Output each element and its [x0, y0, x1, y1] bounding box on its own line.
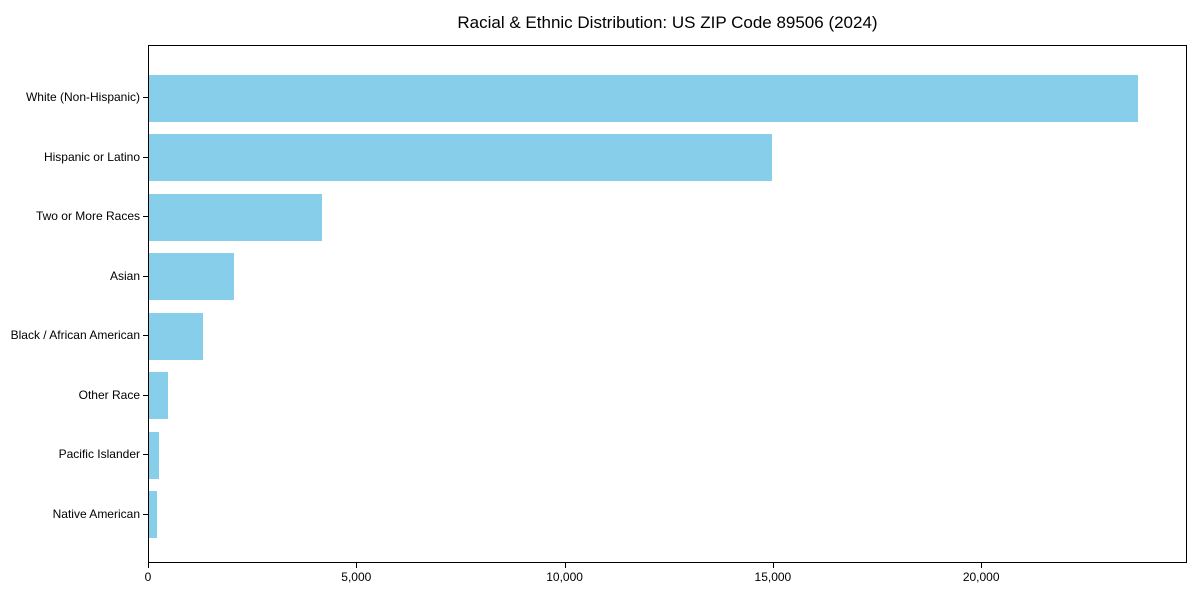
bar-white-non-hispanic — [149, 74, 1139, 122]
y-axis-label: Asian — [109, 268, 140, 283]
y-axis-label: White (Non-Hispanic) — [25, 90, 140, 105]
bar-pacific-islander — [149, 431, 159, 479]
y-tick-mark — [143, 275, 148, 277]
bar-hispanic-or-latino — [149, 134, 772, 182]
bar-asian — [149, 253, 234, 301]
y-axis-label: Pacific Islander — [58, 447, 140, 462]
x-tick-label: 5,000 — [341, 570, 372, 584]
x-tick-mark — [772, 563, 774, 568]
y-axis-label: Other Race — [78, 387, 140, 402]
plot-area — [148, 45, 1187, 563]
bar-two-or-more-races — [149, 193, 322, 241]
y-axis-label: Two or More Races — [35, 209, 140, 224]
y-tick-mark — [143, 454, 148, 456]
y-tick-mark — [143, 216, 148, 218]
x-tick-mark — [564, 563, 566, 568]
x-tick-mark — [148, 563, 149, 568]
y-axis-label: Hispanic or Latino — [43, 149, 140, 164]
x-tick-label: 20,000 — [962, 570, 1000, 584]
x-tick-mark — [356, 563, 358, 568]
x-tick-label: 0 — [144, 570, 152, 584]
x-tick-label: 10,000 — [546, 570, 583, 584]
bar-other-race — [149, 372, 168, 420]
y-axis-label: Native American — [52, 506, 140, 521]
bar-black-african-american — [149, 312, 203, 360]
x-tick-mark — [981, 563, 983, 568]
y-tick-mark — [143, 513, 148, 515]
y-tick-mark — [143, 335, 148, 337]
y-tick-mark — [143, 97, 148, 99]
chart-title: Racial & Ethnic Distribution: US ZIP Cod… — [457, 13, 878, 32]
y-axis-label: Black / African American — [10, 328, 140, 343]
bar-native-american — [149, 491, 158, 539]
y-tick-mark — [143, 156, 148, 158]
y-tick-mark — [143, 394, 148, 396]
x-tick-label: 15,000 — [754, 570, 792, 584]
